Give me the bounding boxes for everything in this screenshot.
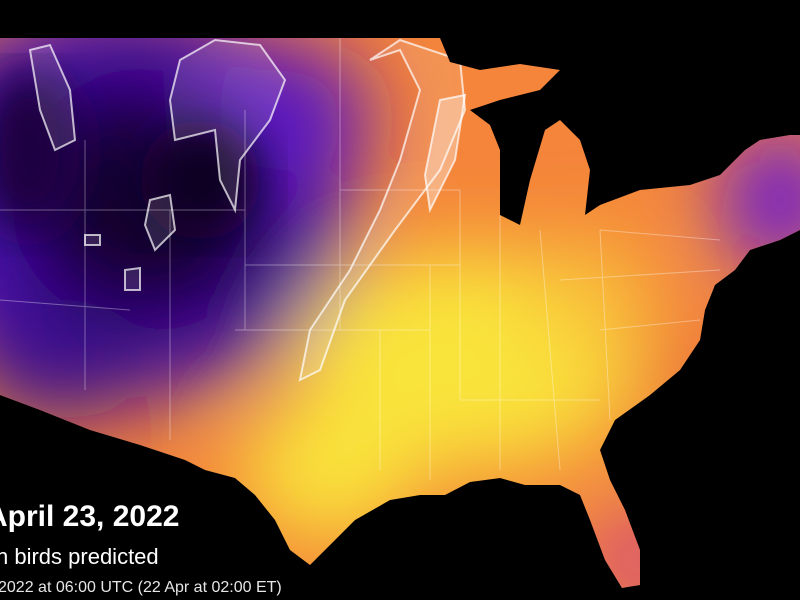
state-borders — [0, 38, 721, 480]
timestamp-label: 2022 at 06:00 UTC (22 Apr at 02:00 ET) — [0, 579, 282, 596]
birds-predicted-subtitle: n birds predicted — [0, 544, 159, 569]
date-title: April 23, 2022 — [0, 500, 180, 533]
uncertainty-contours — [28, 38, 467, 382]
